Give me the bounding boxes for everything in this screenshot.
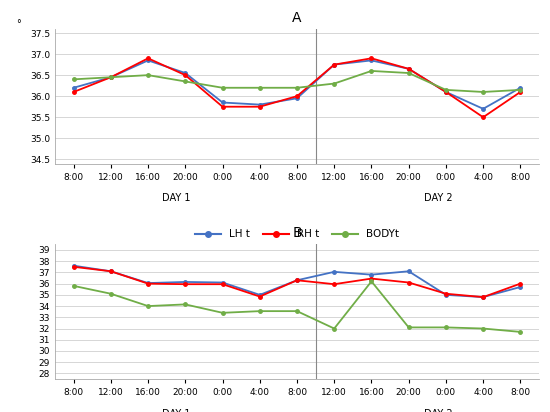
Title: A: A: [292, 11, 302, 25]
Legend: LH t, RH t, BODYt: LH t, RH t, BODYt: [191, 225, 403, 243]
Text: DAY 1: DAY 1: [162, 409, 190, 412]
Text: °: °: [16, 19, 21, 29]
Text: DAY 1: DAY 1: [162, 193, 190, 203]
Title: B: B: [292, 227, 302, 241]
Text: DAY 2: DAY 2: [424, 193, 453, 203]
Text: DAY 2: DAY 2: [424, 409, 453, 412]
